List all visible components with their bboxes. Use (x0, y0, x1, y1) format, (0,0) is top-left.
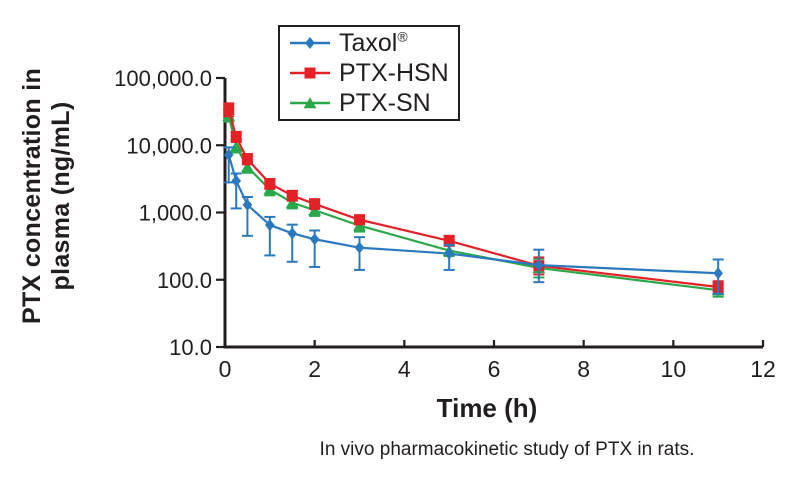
x-axis-title: Time (h) (436, 393, 538, 423)
diamond-marker (223, 148, 234, 161)
square-marker (304, 67, 316, 79)
y-tick-label: 1,000.0 (139, 201, 212, 226)
diamond-marker (354, 241, 365, 254)
square-marker (223, 104, 235, 116)
series-taxol (223, 146, 724, 295)
diamond-marker (305, 37, 315, 49)
taxol-diamond-marker-icon (290, 37, 330, 49)
legend-text: PTX-HSN (339, 58, 449, 87)
x-tick-label: 0 (219, 356, 232, 382)
legend-text: Taxol (339, 28, 398, 57)
x-tick-label: 8 (577, 356, 590, 382)
legend-item-taxol: Taxol® (288, 29, 458, 57)
series-ptx-hsn (223, 102, 724, 295)
ptx-hsn-square-marker-icon (290, 67, 330, 79)
y-tick-label: 100.0 (157, 268, 212, 293)
registered-trademark-sup: ® (397, 28, 408, 45)
series-ptx-sn (222, 108, 725, 298)
square-marker (286, 190, 298, 202)
diamond-marker (309, 233, 320, 246)
legend-label-ptx-sn: PTX-SN (339, 88, 431, 117)
square-marker (354, 214, 365, 226)
y-axis-ticks: 100,000.0 10,000.0 1,000.0 100.0 10.0 (114, 66, 225, 360)
series-line (227, 154, 719, 275)
legend-label-taxol: Taxol® (339, 28, 408, 57)
triangle-marker (303, 97, 317, 109)
figure-caption: In vivo pharmacokinetic study of PTX in … (319, 439, 695, 460)
diamond-marker (265, 219, 275, 232)
diamond-marker (713, 267, 723, 280)
diamond-marker (534, 259, 544, 272)
legend-label-ptx-hsn: PTX-HSN (339, 58, 449, 87)
x-axis-ticks: 0 2 4 6 8 10 12 (219, 340, 776, 382)
legend-item-ptx-sn: PTX-SN (288, 89, 458, 117)
legend: Taxol® PTX-HSN PTX-SN (278, 25, 460, 121)
x-tick-label: 2 (308, 356, 321, 382)
y-tick-label: 100,000.0 (114, 66, 212, 91)
x-tick-label: 6 (488, 356, 501, 382)
triangle-marker (241, 161, 254, 173)
square-marker (230, 131, 242, 143)
square-marker (264, 177, 276, 189)
triangle-marker (308, 204, 322, 216)
x-tick-label: 12 (750, 356, 776, 382)
diamond-marker (444, 247, 454, 260)
y-tick-label: 10,000.0 (126, 133, 212, 158)
y-axis-title: PTX concentration in plasma (ng/mL) (18, 67, 75, 325)
triangle-marker (229, 140, 243, 152)
square-marker (443, 235, 455, 247)
square-marker (241, 153, 253, 165)
legend-item-ptx-hsn: PTX-HSN (288, 59, 458, 87)
diamond-marker (287, 227, 298, 240)
x-tick-label: 10 (661, 356, 687, 382)
series-line (227, 115, 719, 292)
square-marker (309, 198, 321, 210)
diamond-marker (242, 198, 253, 211)
triangle-marker (285, 196, 299, 208)
x-tick-label: 4 (398, 356, 411, 382)
y-tick-label: 10.0 (169, 335, 212, 360)
ptx-sn-triangle-marker-icon (290, 97, 330, 109)
legend-text: PTX-SN (339, 88, 431, 117)
series-line (227, 109, 719, 289)
diamond-marker (231, 174, 242, 187)
